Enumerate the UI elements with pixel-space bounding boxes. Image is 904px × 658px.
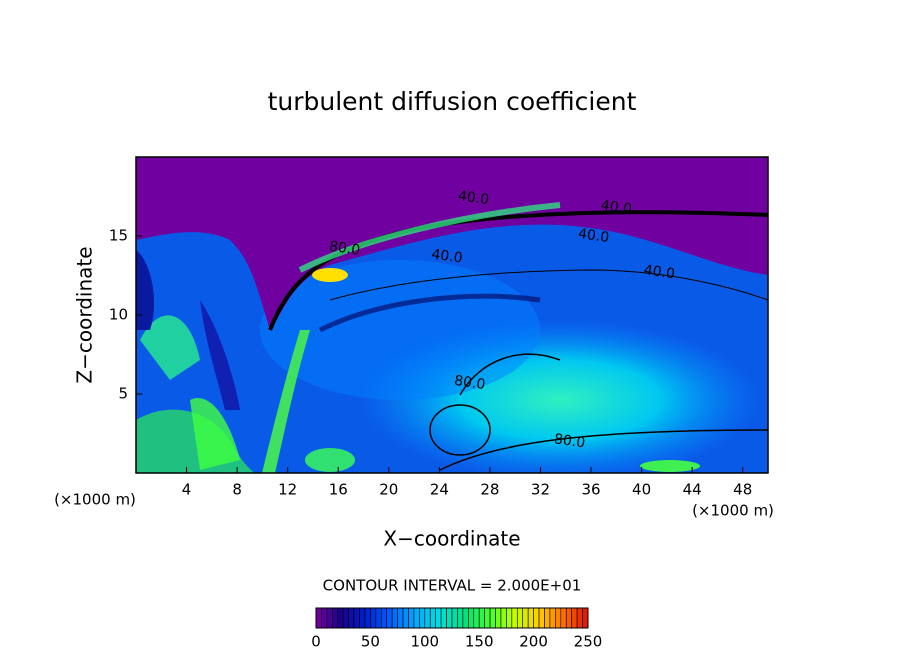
contour-label: 40.0 [577, 226, 610, 246]
colorbar-cell [506, 607, 513, 629]
x-tick-label: 16 [329, 481, 348, 499]
colorbar-cell [571, 607, 578, 629]
colorbar-cell [429, 607, 436, 629]
contour-label: 40.0 [430, 246, 463, 266]
y-unit-label: (×1000 m) [54, 491, 136, 509]
colorbar-cell [495, 607, 502, 629]
colorbar-cell [370, 607, 377, 629]
colorbar-cell [321, 607, 328, 629]
colorbar-cell [576, 607, 583, 629]
colorbar-tick-label: 250 [574, 633, 603, 651]
x-tick-label: 40 [632, 481, 651, 499]
contour-label: 40.0 [643, 262, 676, 282]
colorbar-cell [380, 607, 388, 629]
colorbar-cell [342, 607, 349, 629]
colorbar-cell [565, 607, 572, 629]
colorbar-cell [419, 607, 426, 629]
colorbar-tick-label: 200 [519, 633, 548, 651]
colorbar-cell [544, 607, 551, 629]
colorbar-cell [359, 607, 366, 629]
x-tick-label: 28 [480, 481, 499, 499]
colorbar-cell [408, 607, 415, 629]
colorbar-cell [386, 607, 393, 629]
y-axis-label: Z−coordinate [73, 246, 97, 383]
x-axis-label: X−coordinate [383, 527, 520, 551]
colorbar-cell [473, 607, 480, 629]
contour-label: 80.0 [553, 431, 586, 451]
colorbar-cell [397, 607, 404, 629]
x-tick-label: 44 [683, 481, 702, 499]
colorbar-cell [527, 607, 534, 629]
x-tick-label: 32 [531, 481, 550, 499]
colorbar-tick-label: 50 [361, 633, 380, 651]
contour-label: 80.0 [453, 373, 486, 393]
colorbar-cell [560, 607, 567, 629]
colorbar-cell [326, 607, 333, 629]
colorbar-cell [364, 607, 371, 629]
colorbar-cell [511, 607, 518, 629]
colorbar-cell [457, 607, 464, 629]
y-tick-label: 10 [109, 306, 128, 324]
colorbar-cell [413, 607, 420, 629]
contour-interval: CONTOUR INTERVAL = 2.000E+01 [323, 577, 582, 595]
colorbar-cell [353, 607, 360, 629]
y-tick-label: 5 [118, 385, 128, 403]
colorbar-cell [402, 607, 409, 629]
colorbar-cell [500, 607, 507, 629]
colorbar-tick-label: 0 [311, 633, 321, 651]
colorbar-cell [522, 607, 529, 629]
colorbar-cell [462, 607, 469, 629]
y-tick-label: 15 [109, 227, 128, 245]
colorbar-cell [424, 607, 431, 629]
x-tick-label: 24 [430, 481, 449, 499]
x-tick-label: 36 [581, 481, 600, 499]
colorbar-cell [435, 607, 442, 629]
contour-label: 40.0 [600, 197, 633, 217]
x-tick-label: 8 [232, 481, 242, 499]
colorbar-cell [582, 607, 589, 629]
x-tick-label: 12 [278, 481, 297, 499]
colorbar-frame [315, 607, 589, 629]
colorbar-cell [375, 607, 382, 629]
colorbar-cell [555, 607, 562, 629]
x-tick-label: 48 [733, 481, 752, 499]
contour-field [136, 157, 768, 473]
colorbar-tick-label: 150 [465, 633, 494, 651]
x-tick-label: 20 [379, 481, 398, 499]
colorbar-cell [489, 607, 496, 629]
colorbar-cell [440, 607, 447, 629]
colorbar-cell [315, 607, 322, 629]
colorbar-cell [391, 607, 398, 629]
colorbar-cell [516, 607, 524, 629]
colorbar-cell [451, 607, 458, 629]
colorbar-cell [446, 607, 453, 629]
colorbar-cell [332, 607, 339, 629]
contour-label: 80.0 [328, 239, 361, 259]
colorbar-cell [337, 607, 344, 629]
colorbar-cell [538, 607, 545, 629]
colorbar-cell [484, 607, 491, 629]
colorbar-cell [348, 607, 355, 629]
x-tick-label: 4 [182, 481, 192, 499]
contour-label: 40.0 [457, 188, 490, 208]
colorbar-cell [468, 607, 475, 629]
chart-title: turbulent diffusion coefficient [268, 87, 637, 116]
colorbar-tick-label: 100 [410, 633, 439, 651]
colorbar-cell [533, 607, 540, 629]
x-unit-label: (×1000 m) [692, 502, 774, 520]
colorbar-cell [549, 607, 556, 629]
colorbar-cell [478, 607, 485, 629]
